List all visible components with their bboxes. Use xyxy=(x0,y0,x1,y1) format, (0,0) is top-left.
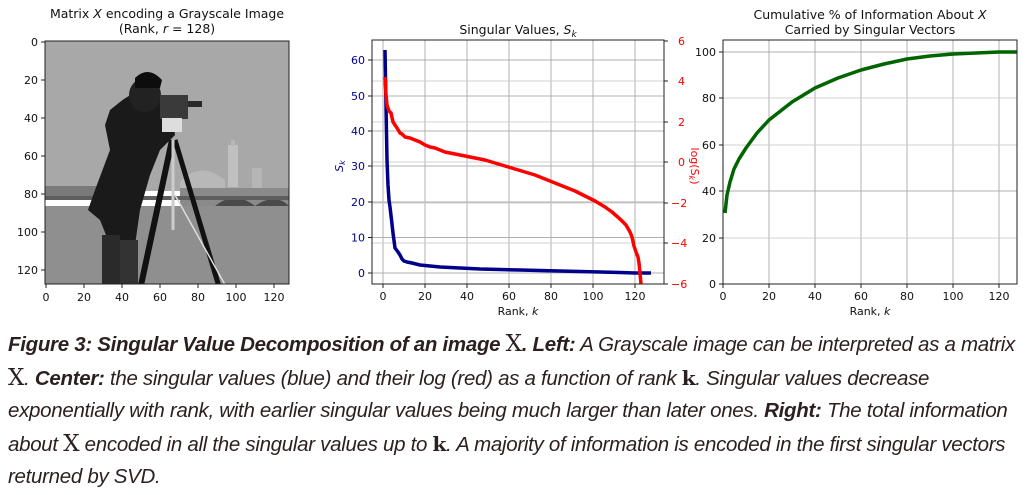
singular-values-line xyxy=(383,49,651,275)
svg-text:60: 60 xyxy=(24,150,38,163)
svg-text:80: 80 xyxy=(702,92,716,105)
caption-right-text: The total information about xyxy=(8,399,1008,456)
cumulative-information-line xyxy=(723,50,1017,214)
svg-text:4: 4 xyxy=(678,75,685,88)
svg-text:20: 20 xyxy=(351,196,365,209)
right-xlabel: Rank, k xyxy=(850,305,891,318)
center-right-y-ticks: −6 −4 −2 0 2 4 6 xyxy=(664,35,687,291)
caption-var-x: X xyxy=(8,364,25,391)
center-right-ylabel: log(Sk) xyxy=(687,148,701,185)
svg-text:120: 120 xyxy=(264,291,285,304)
left-title-line2: (Rank, r = 128) xyxy=(119,21,215,36)
caption-figure-label: Figure 3: Singular Value Decomposition o… xyxy=(8,333,506,356)
tower-shape xyxy=(228,145,238,187)
figure-svg: Matrix X encoding a Grayscale Image (Ran… xyxy=(17,6,1018,318)
svg-text:80: 80 xyxy=(24,188,38,201)
svg-text:80: 80 xyxy=(191,291,205,304)
caption-var-x: X xyxy=(63,430,80,457)
svg-text:100: 100 xyxy=(17,226,38,239)
svg-text:120: 120 xyxy=(989,290,1010,303)
svg-text:40: 40 xyxy=(702,185,716,198)
caption-center-text2: . Singular values decrease exponentially… xyxy=(8,366,930,423)
left-y-ticks: 0 20 40 60 80 100 120 xyxy=(17,36,45,277)
svg-text:50: 50 xyxy=(351,90,365,103)
svg-text:−4: −4 xyxy=(671,237,687,250)
log-singular-values-line xyxy=(383,76,643,285)
caption-var-k: k xyxy=(681,365,696,390)
right-title-line1: Cumulative % of Information About X xyxy=(753,7,986,22)
svg-text:40: 40 xyxy=(24,112,38,125)
caption-var-x: X xyxy=(505,331,522,357)
svg-text:60: 60 xyxy=(153,291,167,304)
center-x-ticks: 0 20 40 60 80 100 120 xyxy=(380,284,646,303)
svg-text:100: 100 xyxy=(226,291,247,304)
svg-text:0: 0 xyxy=(380,290,387,303)
svg-text:20: 20 xyxy=(24,74,38,87)
svg-text:−6: −6 xyxy=(671,278,687,291)
caption-var-k: k xyxy=(432,431,447,456)
right-title-line2: Carried by Singular Vectors xyxy=(785,22,956,37)
caption-center-label: Center: xyxy=(34,366,105,390)
figure-caption: Figure 3: Singular Value Decomposition o… xyxy=(8,328,1023,494)
right-x-ticks: 0 20 40 60 80 100 120 xyxy=(720,284,1010,303)
svg-text:60: 60 xyxy=(854,290,868,303)
svg-text:10: 10 xyxy=(351,232,365,245)
center-left-y-ticks: 0 10 20 30 40 50 60 xyxy=(351,54,372,280)
svg-text:2: 2 xyxy=(678,116,685,129)
svg-text:100: 100 xyxy=(695,46,716,59)
right-grid xyxy=(723,40,1017,284)
center-title: Singular Values, Sk xyxy=(459,22,577,40)
caption-left-label: . Left: xyxy=(521,333,576,356)
svg-text:0: 0 xyxy=(720,290,727,303)
caption-center-text: the singular values (blue) and their log… xyxy=(104,366,682,390)
svg-text:120: 120 xyxy=(625,290,646,303)
svg-text:100: 100 xyxy=(583,290,604,303)
svg-text:20: 20 xyxy=(418,290,432,303)
svg-text:80: 80 xyxy=(900,290,914,303)
svg-text:120: 120 xyxy=(17,264,38,277)
svg-text:40: 40 xyxy=(351,125,365,138)
center-grid xyxy=(372,40,664,284)
svg-text:80: 80 xyxy=(544,290,558,303)
left-title-line1: Matrix X encoding a Grayscale Image xyxy=(50,6,284,21)
figure-panels: Matrix X encoding a Grayscale Image (Ran… xyxy=(17,6,1018,318)
center-xlabel: Rank, k xyxy=(498,305,539,318)
svg-text:60: 60 xyxy=(502,290,516,303)
svg-text:0: 0 xyxy=(709,278,716,291)
caption-left-text: A Grayscale image can be interpreted as … xyxy=(575,333,1015,356)
right-panel: Cumulative % of Information About X Carr… xyxy=(695,7,1018,318)
caption-right-text2: encoded in all the singular values up to xyxy=(79,432,433,456)
caption-right-label: Right: xyxy=(764,399,822,422)
svg-text:0: 0 xyxy=(31,36,38,49)
svg-text:100: 100 xyxy=(943,290,964,303)
right-y-ticks: 0 20 40 60 80 100 xyxy=(695,46,723,291)
svg-text:30: 30 xyxy=(351,160,365,173)
camera-shape xyxy=(160,95,188,119)
svg-text:60: 60 xyxy=(702,139,716,152)
caption-period: . xyxy=(24,366,35,390)
svg-text:0: 0 xyxy=(358,267,365,280)
cameraman-image xyxy=(45,41,289,284)
center-left-ylabel: Sk xyxy=(333,160,347,172)
left-axes-frame xyxy=(44,40,290,285)
svg-text:0: 0 xyxy=(678,156,685,169)
svg-text:6: 6 xyxy=(678,35,685,48)
svg-text:20: 20 xyxy=(702,232,716,245)
svg-text:40: 40 xyxy=(460,290,474,303)
left-x-ticks: 0 20 40 60 80 100 120 xyxy=(43,284,285,304)
man-silhouette xyxy=(88,92,175,250)
svg-text:40: 40 xyxy=(808,290,822,303)
svg-text:20: 20 xyxy=(77,291,91,304)
caption-right-text3: . A majority of information is encoded i… xyxy=(8,432,1006,489)
left-panel: Matrix X encoding a Grayscale Image (Ran… xyxy=(17,6,290,304)
svg-text:−2: −2 xyxy=(671,197,687,210)
center-panel: Singular Values, Sk xyxy=(333,22,701,318)
svg-text:0: 0 xyxy=(43,291,50,304)
svg-text:20: 20 xyxy=(762,290,776,303)
right-axes-frame xyxy=(722,39,1018,285)
svg-text:40: 40 xyxy=(115,291,129,304)
svg-text:60: 60 xyxy=(351,54,365,67)
